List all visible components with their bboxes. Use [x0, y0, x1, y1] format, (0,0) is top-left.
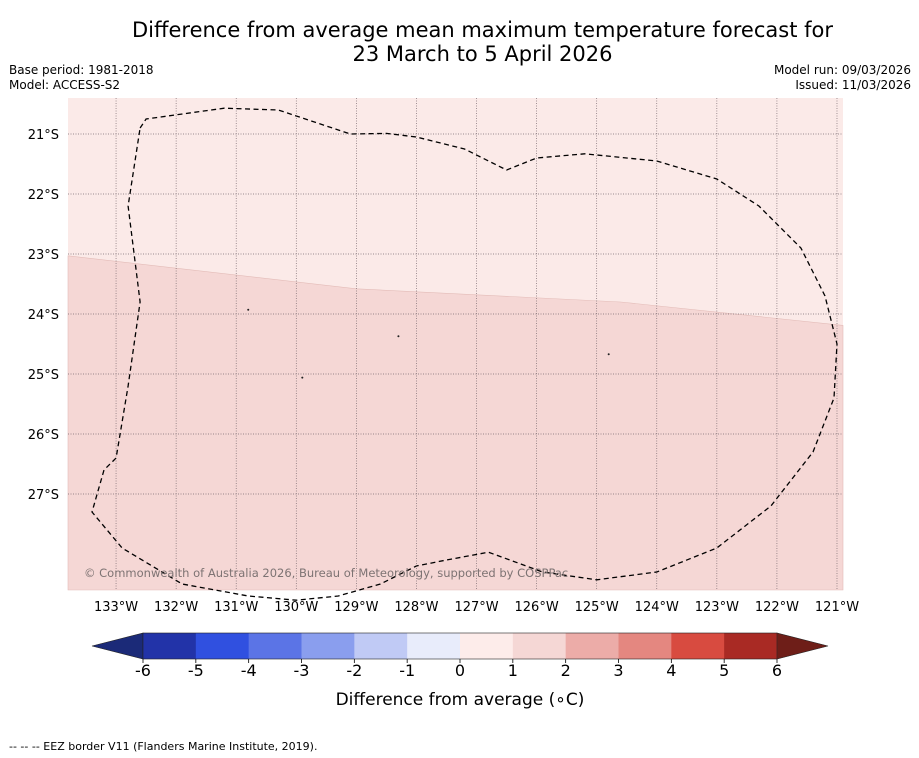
gridlines	[68, 98, 843, 590]
lon-tick-label: 132°W	[154, 600, 198, 615]
island-marker	[397, 335, 400, 338]
colorbar: -6 -5 -4 -3 -2 -1 0 1 2 3 4 5 6 Difference from aver…	[91, 632, 829, 710]
colorbar-tick-label: -3	[294, 661, 310, 680]
colorbar-tick-label: 6	[772, 661, 782, 680]
colorbar-tick-label: 5	[719, 661, 729, 680]
colorbar-tick-label: -4	[241, 661, 257, 680]
colorbar-tick-label: 1	[508, 661, 518, 680]
colorbar-segment	[618, 633, 672, 659]
colorbar-tick-label: 3	[613, 661, 623, 680]
colorbar-segment	[460, 633, 514, 659]
lon-tick-label: 124°W	[635, 600, 679, 615]
lon-tick-label: 133°W	[94, 600, 138, 615]
colorbar-under-arrow	[91, 632, 144, 660]
colorbar-over-arrow	[776, 632, 829, 660]
lat-tick-label: 23°S	[28, 248, 59, 263]
colorbar-label: Difference from average (∘C)	[336, 690, 585, 710]
title-line-1: Difference from average mean maximum tem…	[132, 18, 833, 42]
island-marker	[301, 376, 304, 379]
colorbar-segment	[724, 633, 778, 659]
map-title: Difference from average mean maximum tem…	[0, 18, 919, 66]
colorbar-segment	[565, 633, 619, 659]
lat-tick-label: 27°S	[28, 488, 59, 503]
model-name: Model: ACCESS-S2	[9, 78, 121, 92]
title-line-2: 23 March to 5 April 2026	[352, 42, 613, 66]
lon-tick-label: 129°W	[334, 600, 378, 615]
colorbar-segment	[407, 633, 461, 659]
islands	[247, 308, 610, 379]
colorbar-tick-label: -2	[346, 661, 362, 680]
colorbar-tick-label: 4	[666, 661, 676, 680]
lat-tick-label: 25°S	[28, 368, 59, 383]
island-marker	[607, 353, 610, 356]
lat-tick-label: 21°S	[28, 128, 59, 143]
header-right: Model run: 09/03/2026 Issued: 11/03/2026	[774, 63, 911, 93]
colorbar-segment	[671, 633, 725, 659]
eez-legend-note: -- -- -- EEZ border V11 (Flanders Marine…	[9, 740, 318, 753]
lon-tick-label: 121°W	[815, 600, 859, 615]
colorbar-tick-label: -1	[399, 661, 415, 680]
colorbar-segment	[248, 633, 302, 659]
colorbar-tick-label: -5	[188, 661, 204, 680]
lon-tick-label: 130°W	[274, 600, 318, 615]
eez-border	[91, 107, 838, 601]
colorbar-segment	[354, 633, 408, 659]
lat-tick-label: 24°S	[28, 308, 59, 323]
island-marker	[247, 308, 250, 311]
colorbar-segment	[195, 633, 250, 659]
header-left: Base period: 1981-2018 Model: ACCESS-S2	[9, 63, 154, 93]
colorbar-tick-label: 0	[455, 661, 465, 680]
copyright-notice: © Commonwealth of Australia 2026, Bureau…	[84, 566, 568, 580]
colorbar-tick-label: 2	[561, 661, 571, 680]
lon-tick-label: 131°W	[214, 600, 258, 615]
colorbar-tick-label: -6	[135, 661, 151, 680]
colorbar-segment	[301, 633, 355, 659]
issued-date: Issued: 11/03/2026	[795, 78, 911, 92]
lon-tick-label: 126°W	[515, 600, 559, 615]
colorbar-segment	[143, 633, 197, 659]
lon-tick-label: 128°W	[394, 600, 438, 615]
lat-tick-label: 22°S	[28, 188, 59, 203]
forecast-map: © Commonwealth of Australia 2026, Bureau…	[28, 98, 859, 615]
lon-tick-label: 125°W	[575, 600, 619, 615]
base-period: Base period: 1981-2018	[9, 63, 154, 77]
lon-tick-label: 122°W	[755, 600, 799, 615]
lat-tick-label: 26°S	[28, 428, 59, 443]
model-run-date: Model run: 09/03/2026	[773, 63, 911, 77]
colorbar-segment	[512, 633, 567, 659]
lon-tick-label: 127°W	[454, 600, 498, 615]
lon-tick-label: 123°W	[695, 600, 739, 615]
